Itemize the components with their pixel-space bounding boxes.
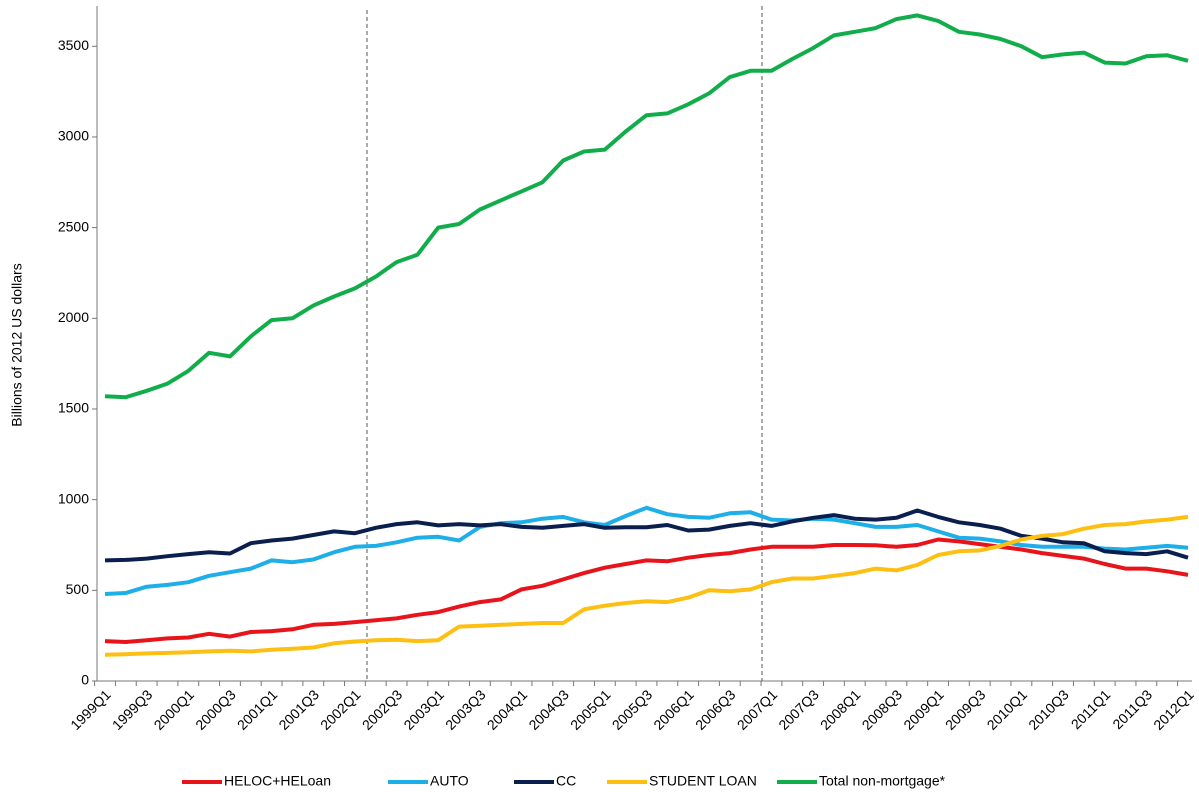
x-tick-label: 2004Q1 bbox=[484, 686, 531, 733]
y-tick-label: 3000 bbox=[58, 128, 89, 144]
y-tick-label: 500 bbox=[66, 581, 90, 597]
x-tick-label: 2007Q1 bbox=[734, 686, 781, 733]
y-tick-label: 3500 bbox=[58, 37, 89, 53]
legend-label: CC bbox=[556, 773, 576, 789]
series-line bbox=[104, 13, 1189, 400]
x-tick-label: 2004Q3 bbox=[525, 686, 572, 733]
legend-label: HELOC+HELoan bbox=[224, 773, 331, 789]
x-tick-label: 2011Q3 bbox=[1109, 686, 1155, 732]
x-tick-label: 1999Q1 bbox=[67, 686, 114, 733]
x-tick-label: 2002Q1 bbox=[317, 686, 364, 733]
y-axis-title: Billions of 2012 US dollars bbox=[9, 263, 25, 426]
x-tick-label: 2005Q3 bbox=[609, 686, 656, 733]
x-tick-label: 2000Q1 bbox=[151, 686, 198, 733]
x-tick-label: 2003Q3 bbox=[442, 686, 489, 733]
x-tick-label: 1999Q3 bbox=[109, 686, 156, 733]
y-tick-label: 0 bbox=[81, 672, 89, 688]
x-tick-label: 2012Q1 bbox=[1150, 686, 1197, 733]
series-line bbox=[104, 508, 1189, 563]
x-tick-label: 2007Q3 bbox=[775, 686, 822, 733]
y-tick-label: 1500 bbox=[58, 400, 89, 416]
x-tick-label: 2003Q1 bbox=[400, 686, 447, 733]
legend-label: AUTO bbox=[430, 773, 469, 789]
x-tick-label: 2010Q3 bbox=[1025, 686, 1072, 733]
series-line bbox=[104, 537, 1189, 644]
x-tick-label: 2005Q1 bbox=[567, 686, 614, 733]
x-tick-label: 2002Q3 bbox=[359, 686, 406, 733]
legend-label: STUDENT LOAN bbox=[649, 773, 757, 789]
y-tick-label: 2500 bbox=[58, 218, 89, 234]
x-tick-label: 2001Q1 bbox=[234, 686, 281, 733]
x-tick-label: 2006Q1 bbox=[650, 686, 697, 733]
x-tick-label: 2000Q3 bbox=[192, 686, 239, 733]
x-tick-label: 2011Q1 bbox=[1068, 686, 1114, 732]
x-tick-label: 2008Q1 bbox=[817, 686, 864, 733]
legend-label: Total non-mortgage* bbox=[819, 773, 946, 789]
series-line bbox=[104, 514, 1189, 657]
x-tick-label: 2009Q3 bbox=[942, 686, 989, 733]
x-tick-label: 2001Q3 bbox=[275, 686, 322, 733]
y-tick-label: 1000 bbox=[58, 490, 89, 506]
x-tick-label: 2010Q1 bbox=[984, 686, 1031, 733]
x-tick-label: 2008Q3 bbox=[859, 686, 906, 733]
y-tick-label: 2000 bbox=[58, 309, 89, 325]
x-tick-label: 2009Q1 bbox=[900, 686, 947, 733]
x-tick-label: 2006Q3 bbox=[692, 686, 739, 733]
